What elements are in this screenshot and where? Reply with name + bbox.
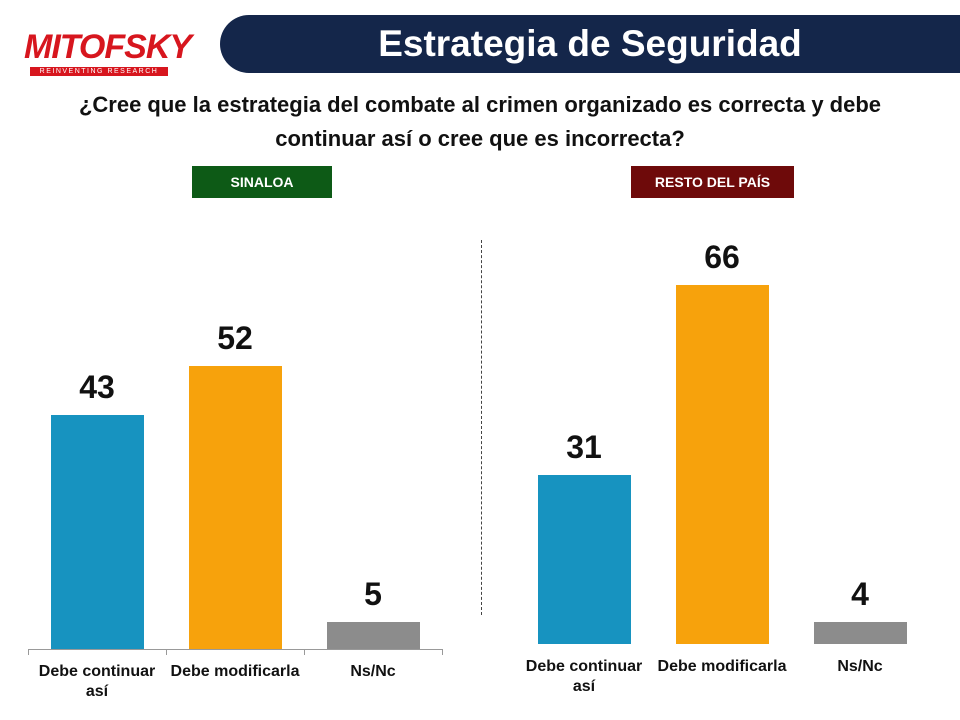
category-label: Ns/Nc	[350, 663, 396, 680]
data-label: 31	[566, 429, 602, 466]
bar	[538, 475, 631, 644]
bar	[327, 621, 420, 649]
data-label: 66	[704, 238, 740, 275]
title-banner	[220, 15, 960, 73]
bar	[676, 284, 769, 644]
chart-title: SINALOA	[192, 166, 332, 198]
axis-tick	[442, 649, 443, 655]
bar	[189, 366, 282, 649]
axis-line	[28, 649, 442, 650]
category-label: Debe continuar así	[525, 658, 643, 695]
question: ¿Cree que la estrategia del combate al c…	[78, 92, 882, 151]
category-label: Debe modificarla	[657, 658, 787, 675]
data-label: 43	[79, 369, 115, 406]
logo: MITOFSKY	[24, 28, 192, 66]
data-label: 4	[851, 576, 869, 613]
category-label: Ns/Nc	[837, 658, 883, 675]
category-label: Debe modificarla	[170, 663, 300, 680]
divider	[481, 240, 482, 615]
data-label: 5	[364, 575, 382, 612]
axis-tick	[28, 649, 29, 655]
bar	[814, 622, 907, 644]
axis-tick	[166, 649, 167, 655]
chart-title: RESTO DEL PAÍS	[631, 166, 794, 198]
data-label: 52	[217, 320, 253, 357]
slide-title: Estrategia de Seguridad	[378, 23, 802, 64]
bar	[51, 415, 144, 649]
category-label: Debe continuar así	[38, 663, 156, 700]
logo-tagline: REINVENTING RESEARCH	[30, 67, 168, 76]
axis-tick	[304, 649, 305, 655]
